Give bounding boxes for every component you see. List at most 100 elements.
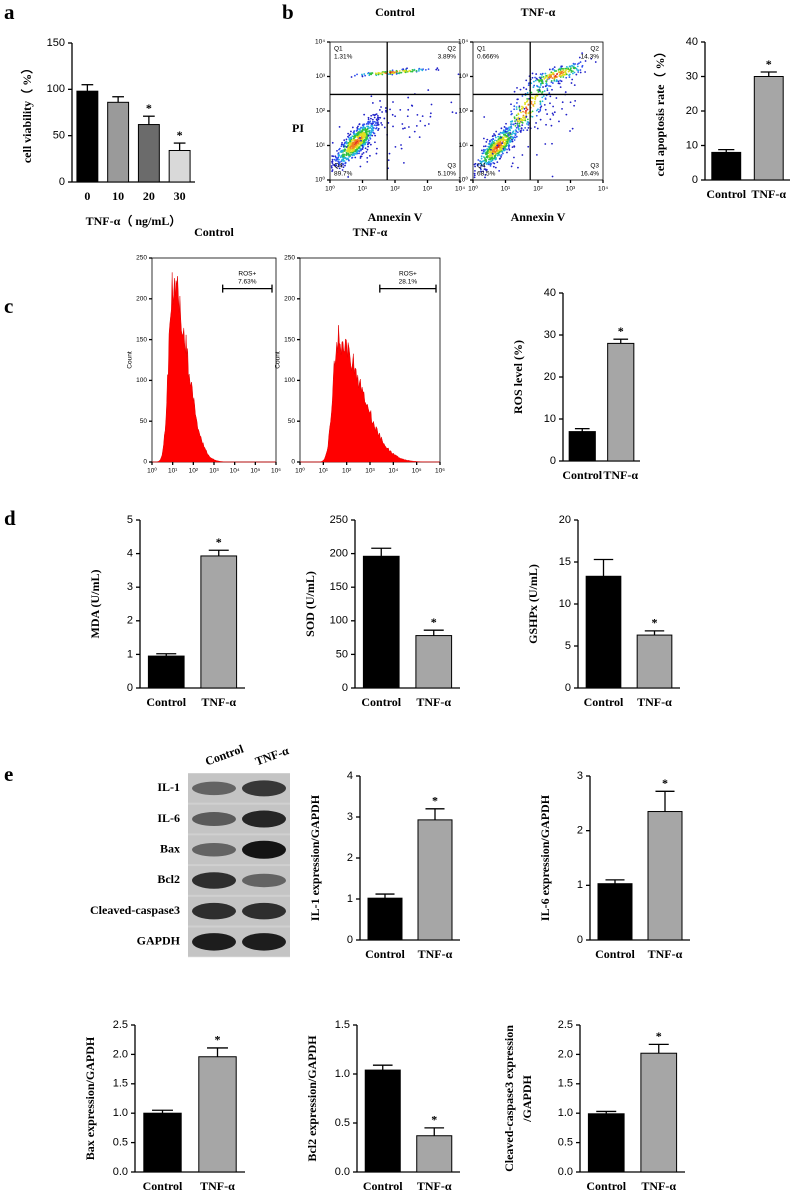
event-dot xyxy=(345,154,348,157)
event-dot xyxy=(531,110,534,113)
event-dot xyxy=(369,154,371,157)
event-dot xyxy=(509,136,512,139)
event-dot xyxy=(330,165,333,167)
event-dot xyxy=(516,122,519,125)
x-tick-label: 10⁰ xyxy=(468,185,478,193)
event-dot xyxy=(345,138,348,141)
y-tick-label: 100 xyxy=(330,615,348,627)
event-dot xyxy=(350,76,353,78)
event-dot xyxy=(511,162,514,165)
bar xyxy=(597,883,633,941)
event-dot xyxy=(356,73,358,76)
event-dot xyxy=(497,135,500,138)
event-dot xyxy=(559,73,561,76)
event-dot xyxy=(530,102,533,105)
y-tick-label: 0.5 xyxy=(113,1137,128,1149)
y-axis-label: PI xyxy=(292,121,304,135)
event-dot xyxy=(542,95,545,97)
event-dot xyxy=(555,79,558,82)
event-dot xyxy=(500,148,502,151)
event-dot xyxy=(389,71,392,74)
event-dot xyxy=(508,148,511,151)
y-tick-label: 0 xyxy=(550,455,556,467)
y-tick-label: 20 xyxy=(544,371,556,383)
event-dot xyxy=(541,90,544,93)
event-dot xyxy=(508,126,510,129)
event-dot xyxy=(355,152,358,155)
y-tick-label: 250 xyxy=(284,255,295,262)
event-dot xyxy=(373,116,376,119)
event-dot xyxy=(348,138,351,141)
y-tick-label: 0.0 xyxy=(335,1166,350,1178)
event-dot xyxy=(359,131,362,134)
event-dot xyxy=(350,139,353,142)
event-dot xyxy=(502,129,505,132)
y-tick-label: 10² xyxy=(459,108,469,115)
event-dot xyxy=(391,69,394,72)
event-dot xyxy=(489,143,492,146)
event-dot xyxy=(385,109,387,112)
event-dot xyxy=(350,130,352,133)
event-dot xyxy=(525,79,528,82)
event-dot xyxy=(343,139,346,142)
event-dot xyxy=(526,123,528,125)
event-dot xyxy=(364,131,367,134)
panel-letter: c xyxy=(4,294,13,318)
event-dot xyxy=(521,154,524,156)
event-dot xyxy=(348,151,351,154)
event-dot xyxy=(569,101,572,104)
y-tick-label: 1 xyxy=(127,648,133,660)
y-tick-label: 1.5 xyxy=(113,1078,128,1090)
blot-band xyxy=(192,812,236,827)
event-dot xyxy=(473,176,476,179)
event-dot xyxy=(376,114,379,117)
event-dot xyxy=(569,69,572,71)
event-dot xyxy=(347,136,350,139)
event-dot xyxy=(334,155,337,158)
event-dot xyxy=(358,123,361,126)
event-dot xyxy=(541,82,543,85)
event-dot xyxy=(553,79,556,81)
panel-letter: b xyxy=(282,0,294,24)
y-tick-label: 5 xyxy=(565,640,571,652)
event-dot xyxy=(480,170,482,173)
event-dot xyxy=(349,143,352,146)
event-dot xyxy=(380,106,382,108)
event-dot xyxy=(545,123,547,126)
bar xyxy=(647,811,683,941)
event-dot xyxy=(562,69,565,72)
event-dot xyxy=(492,142,495,145)
event-dot xyxy=(505,145,508,147)
event-dot xyxy=(407,126,410,128)
event-dot xyxy=(527,112,530,115)
event-dot xyxy=(543,104,546,106)
plot-title: TNF-α xyxy=(521,5,556,19)
event-dot xyxy=(501,145,503,148)
bar xyxy=(416,1135,453,1173)
x-tick-label: Control xyxy=(586,1179,626,1193)
y-tick-label: 10³ xyxy=(459,73,469,80)
event-dot xyxy=(544,108,547,111)
event-dot xyxy=(514,122,517,125)
event-dot xyxy=(391,73,394,76)
event-dot xyxy=(355,140,357,142)
event-dot xyxy=(331,170,333,173)
event-dot xyxy=(539,90,542,93)
significance-star: * xyxy=(177,128,183,142)
event-dot xyxy=(335,159,337,162)
event-dot xyxy=(502,133,505,136)
event-dot xyxy=(361,129,364,132)
event-dot xyxy=(568,74,570,77)
x-tick-label: 0 xyxy=(84,189,90,203)
event-dot xyxy=(337,162,340,165)
event-dot xyxy=(357,125,359,128)
y-tick-label: 1.5 xyxy=(558,1078,573,1090)
event-dot xyxy=(370,127,373,130)
blot-band xyxy=(192,933,236,951)
event-dot xyxy=(501,132,504,134)
event-dot xyxy=(497,149,500,152)
quadrant-percent: 3.89% xyxy=(438,54,457,61)
event-dot xyxy=(332,155,335,158)
event-dot xyxy=(406,67,408,70)
event-dot xyxy=(429,115,432,118)
